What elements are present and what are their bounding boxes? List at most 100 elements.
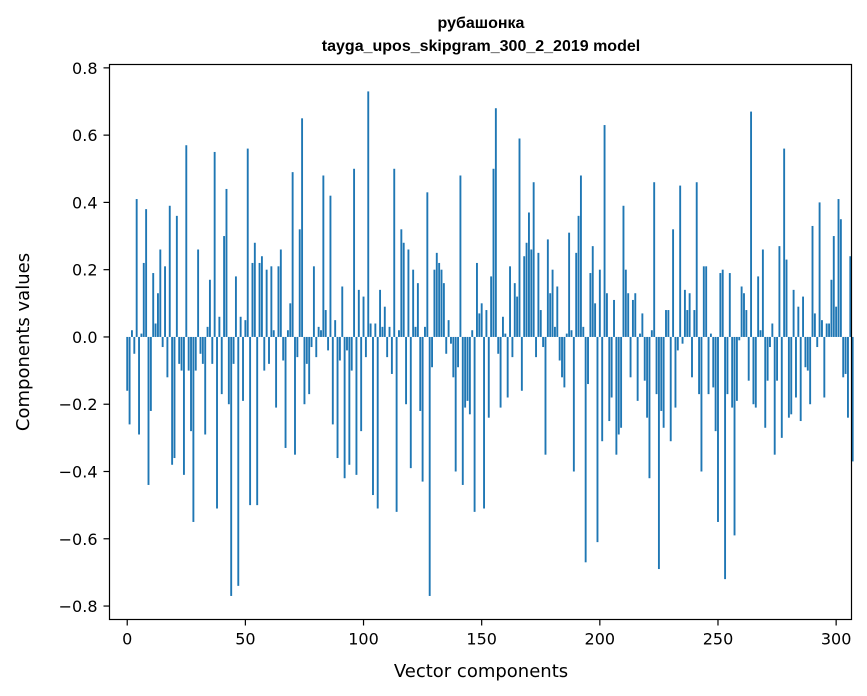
y-tick-label: 0.6 (72, 126, 97, 145)
bar (719, 273, 722, 337)
bar (220, 336, 223, 395)
bar (695, 182, 698, 337)
bar (412, 269, 415, 337)
bar (809, 336, 812, 405)
bar (494, 108, 497, 337)
bars-group (126, 91, 854, 596)
bar (275, 336, 278, 408)
bar (676, 336, 679, 351)
bar (433, 269, 436, 337)
bar (679, 185, 682, 337)
bar (466, 336, 469, 401)
bar (409, 336, 412, 469)
bar (149, 336, 152, 411)
bar (390, 336, 393, 374)
bar (310, 336, 313, 348)
bar (707, 336, 710, 395)
bar (480, 303, 483, 337)
bar (301, 118, 304, 337)
bar (700, 336, 703, 472)
bar (804, 336, 807, 368)
x-tick-label: 100 (348, 630, 379, 649)
bar (265, 269, 268, 337)
bar (546, 239, 549, 337)
bar (520, 336, 523, 391)
bar (624, 269, 627, 337)
bar (180, 336, 183, 371)
bar (152, 273, 155, 337)
bar (282, 336, 285, 361)
bar (225, 188, 228, 337)
bar (686, 310, 689, 337)
bar (426, 192, 429, 337)
bar (759, 330, 762, 337)
bar (747, 336, 750, 381)
bar (766, 336, 769, 381)
bar (131, 330, 133, 337)
bar (355, 336, 358, 475)
bar (398, 330, 400, 337)
bar (272, 330, 275, 337)
bar (199, 336, 202, 354)
bar (553, 326, 556, 337)
bar (331, 336, 334, 425)
bar (669, 336, 672, 442)
bar (575, 252, 578, 337)
bar (414, 326, 417, 337)
y-axis-ticks: −0.8 −0.6 −0.4 −0.2 0.0 0.2 0.4 0.6 0.8 (59, 59, 110, 616)
bar (464, 336, 467, 408)
bar (407, 249, 410, 337)
bar (185, 145, 188, 337)
bar (416, 283, 419, 337)
bar (509, 266, 511, 337)
bar (823, 336, 826, 398)
bar (374, 323, 377, 337)
bar (717, 336, 719, 522)
bar (731, 336, 734, 408)
bar (591, 246, 594, 337)
bar (239, 316, 242, 337)
bar (343, 336, 346, 479)
bar (338, 336, 341, 361)
bar (190, 336, 192, 432)
bar (631, 299, 634, 337)
bar (187, 336, 190, 371)
bar (771, 323, 774, 337)
bar (523, 256, 526, 337)
bar (376, 336, 379, 509)
bar (825, 323, 828, 337)
bar (584, 336, 587, 563)
bar (305, 336, 308, 364)
x-tick-label: 50 (235, 630, 255, 649)
bar (757, 276, 760, 337)
y-tick-label: −0.8 (59, 597, 98, 616)
bar (735, 336, 738, 401)
bar (164, 266, 166, 337)
bar (227, 336, 230, 405)
bar (329, 195, 332, 337)
bar (277, 266, 280, 337)
bar (525, 242, 528, 337)
bar (279, 249, 282, 337)
bar (468, 336, 471, 415)
bar (286, 330, 289, 337)
bar (419, 336, 422, 411)
bar (598, 269, 601, 337)
bar (431, 336, 433, 368)
bar (738, 336, 741, 341)
bar (445, 336, 448, 354)
bar (182, 336, 185, 475)
bar (847, 336, 849, 418)
bar (773, 336, 776, 455)
bar (849, 256, 852, 337)
bar (655, 336, 658, 395)
bar (251, 262, 254, 337)
bar (660, 336, 663, 411)
bar (211, 336, 214, 364)
bar (646, 336, 649, 418)
bar (192, 336, 195, 522)
bar (400, 229, 403, 337)
bar (367, 91, 370, 337)
bar (435, 252, 438, 337)
bar (790, 336, 793, 415)
